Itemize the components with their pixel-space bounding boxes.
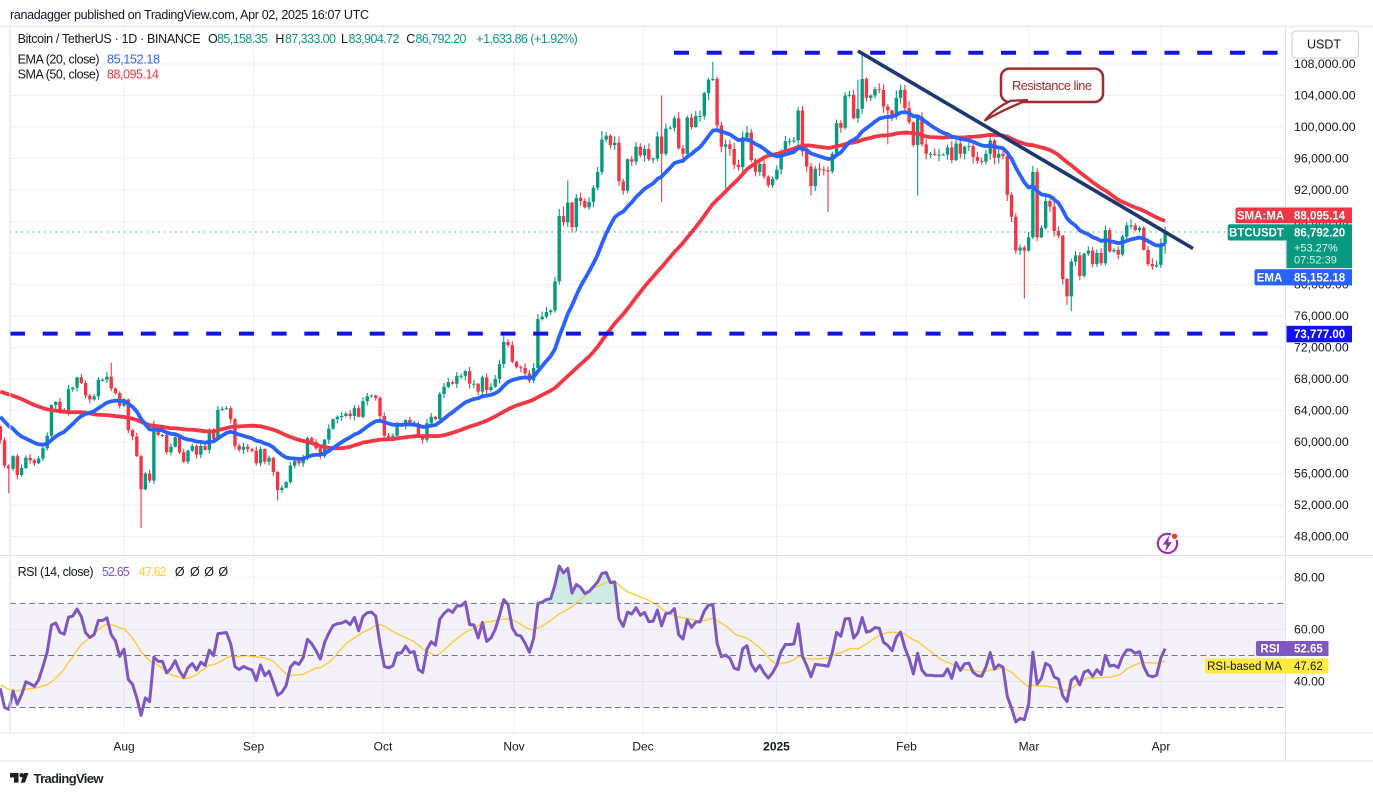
svg-text:76,000.00: 76,000.00 [1294,309,1349,323]
svg-text:96,000.00: 96,000.00 [1294,152,1349,166]
svg-text:SMA:MA: SMA:MA [1237,210,1284,222]
svg-text:Aug: Aug [113,740,134,754]
svg-text:72,000.00: 72,000.00 [1294,341,1349,355]
svg-text:56,000.00: 56,000.00 [1294,467,1349,481]
svg-text:60.00: 60.00 [1294,623,1325,637]
svg-text:64,000.00: 64,000.00 [1294,404,1349,418]
svg-text:Feb: Feb [896,740,917,754]
svg-text:TradingView: TradingView [34,771,105,786]
svg-text:BTCUSDT: BTCUSDT [1229,228,1284,240]
svg-text:40.00: 40.00 [1294,675,1325,689]
svg-text:USDT: USDT [1307,38,1341,52]
svg-text:Nov: Nov [503,740,524,754]
svg-text:73,777.00: 73,777.00 [1294,329,1345,341]
svg-text:07:52:39: 07:52:39 [1294,254,1337,266]
svg-text:ranadagger published on Tradin: ranadagger published on TradingView.com,… [10,8,369,22]
svg-text:88,095.14: 88,095.14 [1294,210,1346,222]
svg-text:Oct: Oct [374,740,393,754]
svg-text:108,000.00: 108,000.00 [1294,57,1356,71]
svg-text:RSI-based MA: RSI-based MA [1207,661,1282,673]
svg-text:+53.27%: +53.27% [1294,242,1338,254]
svg-text:Mar: Mar [1019,740,1040,754]
svg-text:RSI: RSI [1260,644,1279,656]
svg-text:92,000.00: 92,000.00 [1294,183,1349,197]
svg-text:52.65: 52.65 [1294,644,1323,656]
svg-text:86,792.20: 86,792.20 [1294,228,1345,240]
svg-text:48,000.00: 48,000.00 [1294,530,1349,544]
svg-text:Sep: Sep [243,740,265,754]
svg-text:EMA: EMA [1257,272,1283,284]
svg-text:Bitcoin / TetherUS · 1D · BINA: Bitcoin / TetherUS · 1D · BINANCE O85,158… [18,32,578,46]
svg-text:100,000.00: 100,000.00 [1294,120,1356,134]
svg-text:Resistance line: Resistance line [1012,78,1092,93]
svg-text:104,000.00: 104,000.00 [1294,89,1356,103]
svg-text:47.62: 47.62 [1294,661,1323,673]
svg-text:Dec: Dec [632,740,653,754]
svg-text:EMA (20, close)85,152.18: EMA (20, close) 85,152.18 [18,53,160,67]
svg-text:60,000.00: 60,000.00 [1294,435,1349,449]
svg-text:85,152.18: 85,152.18 [1294,272,1346,284]
svg-text:52,000.00: 52,000.00 [1294,498,1349,512]
svg-text:2025: 2025 [763,740,790,754]
svg-text:68,000.00: 68,000.00 [1294,372,1349,386]
svg-text:SMA (50, close)88,095.14: SMA (50, close) 88,095.14 [18,68,159,82]
svg-text:Apr: Apr [1152,740,1171,754]
svg-text:80.00: 80.00 [1294,571,1325,585]
